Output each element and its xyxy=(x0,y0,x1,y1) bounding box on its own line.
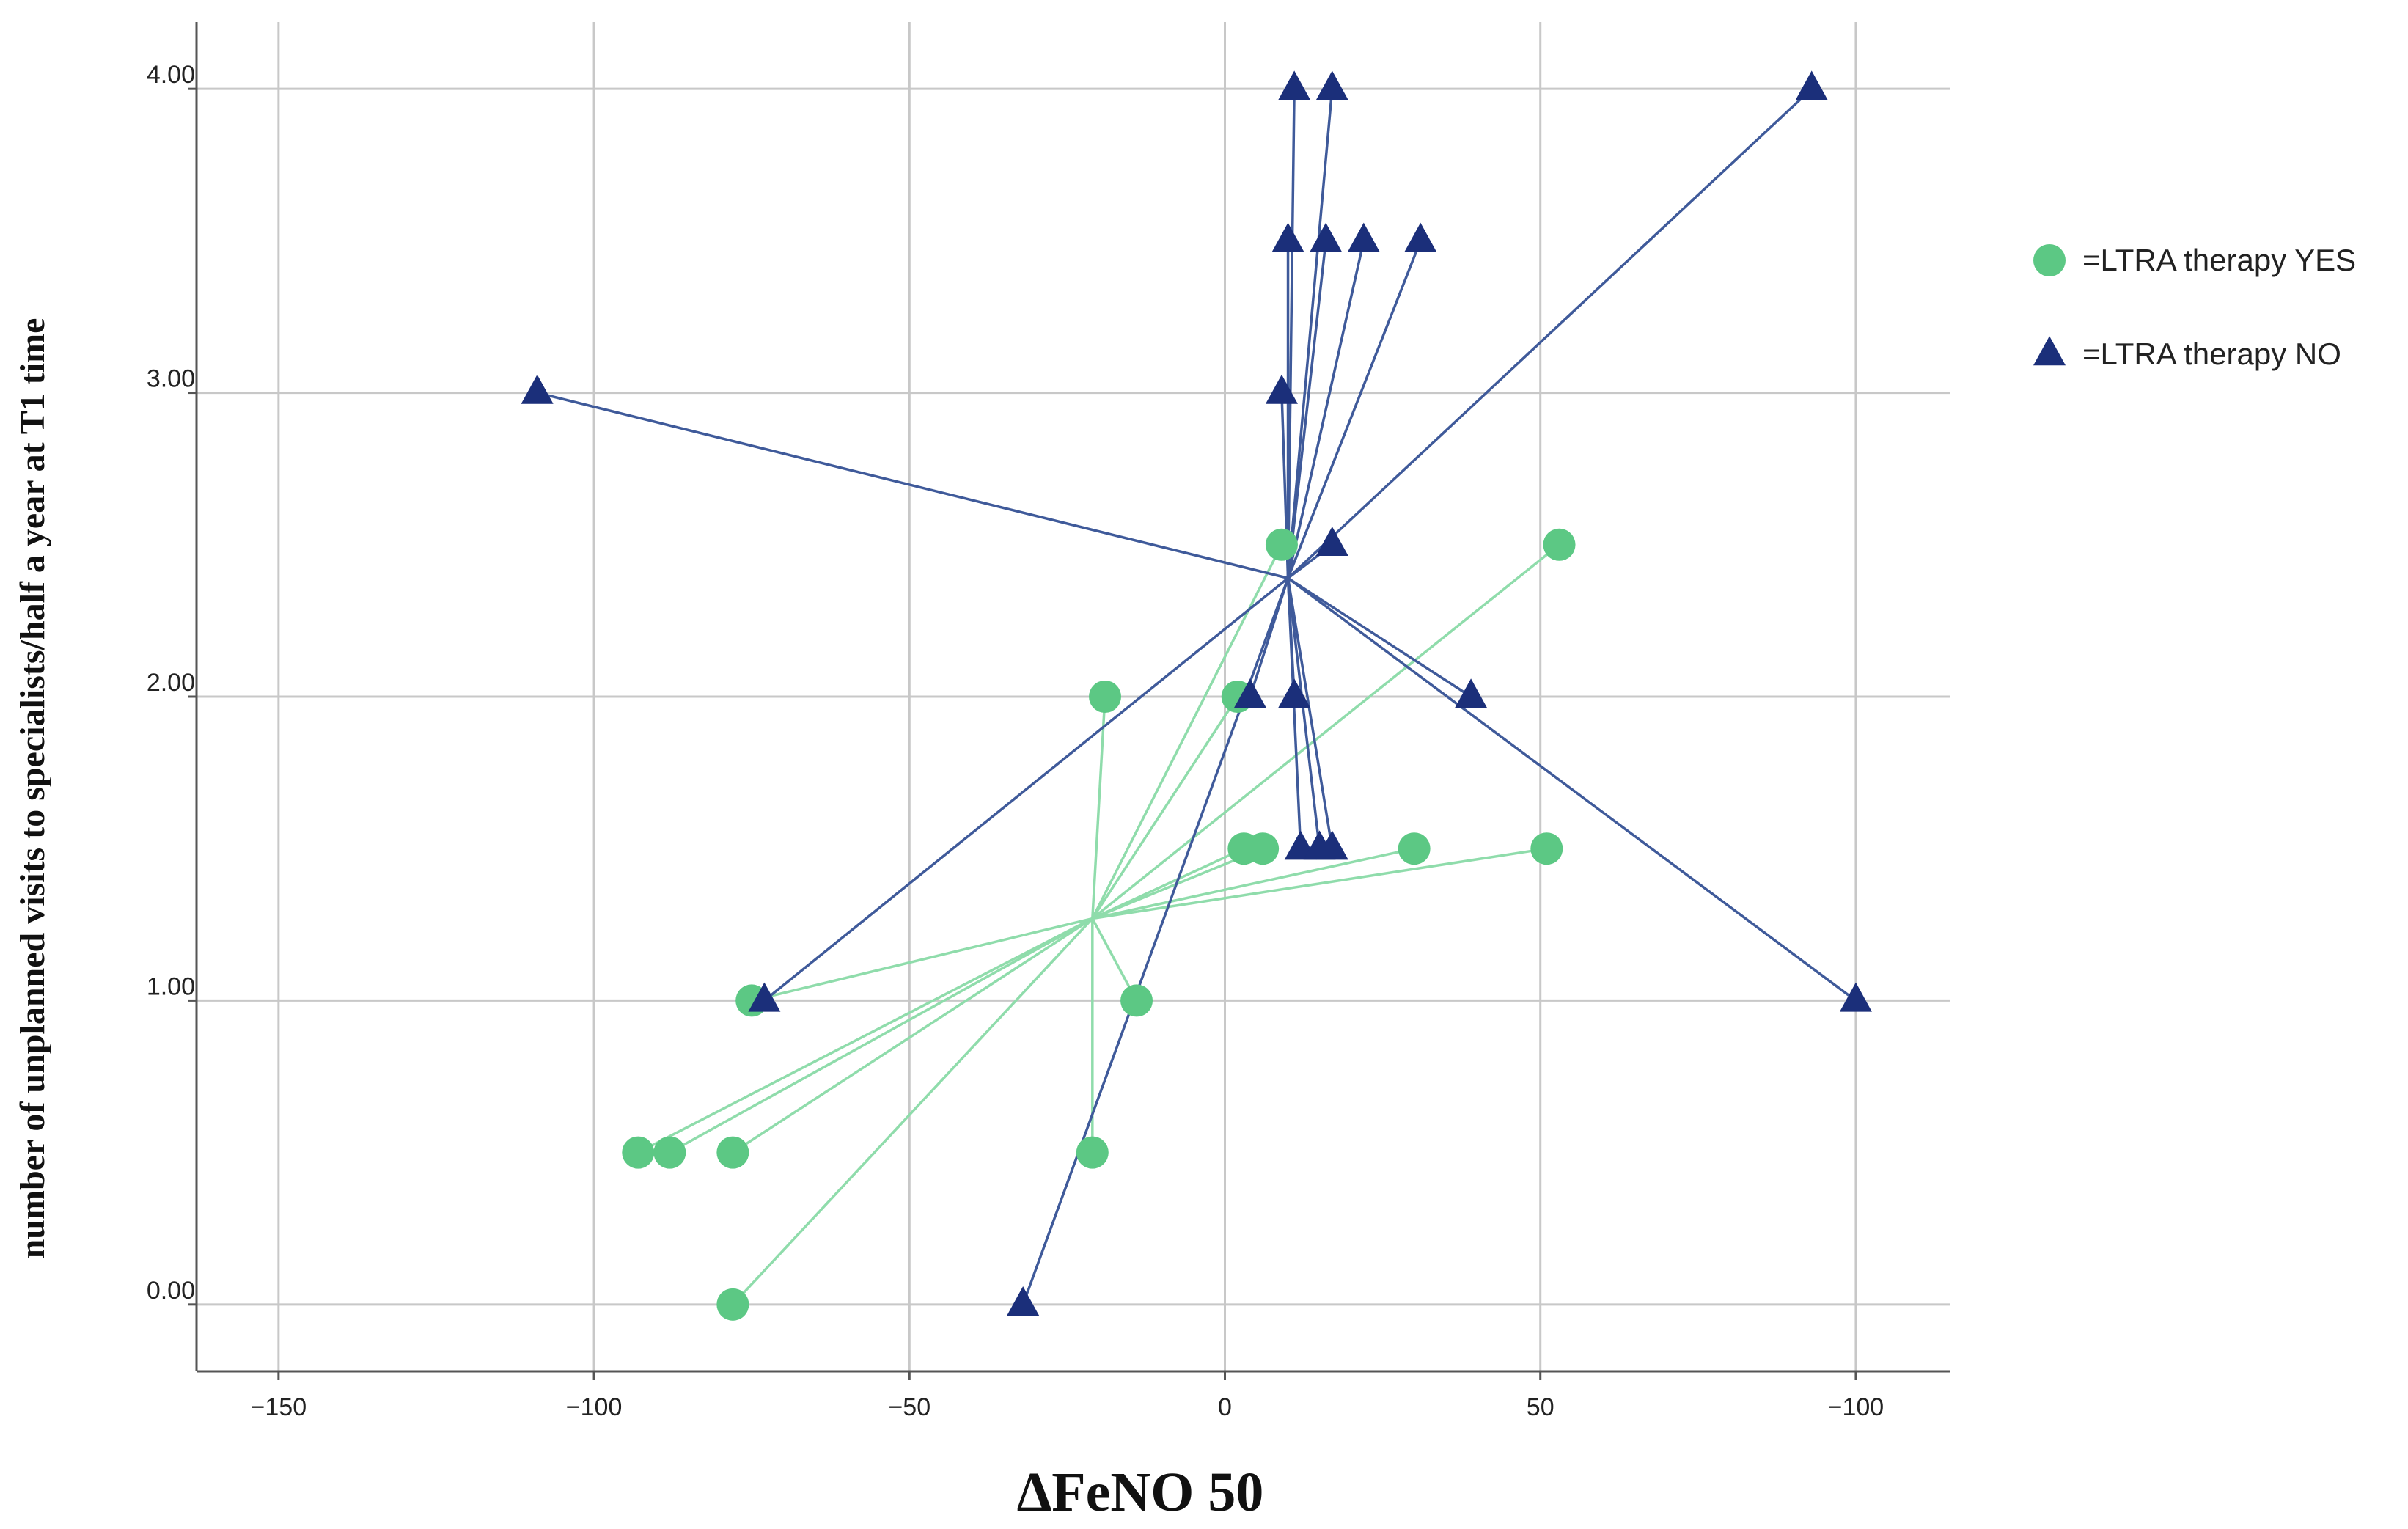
spoke-line xyxy=(1091,544,1283,920)
spoke-line xyxy=(1286,240,1365,579)
x-tick-label: −50 xyxy=(888,1393,930,1421)
point-ltra-no xyxy=(1278,678,1311,708)
y-tick-label: 2.00 xyxy=(147,669,195,697)
point-ltra-yes xyxy=(653,1136,686,1169)
grid xyxy=(197,22,1950,1371)
data-points xyxy=(521,70,1872,1321)
spoke-line xyxy=(637,917,1093,1154)
y-tick-label: 0.00 xyxy=(147,1277,195,1305)
spoke-line xyxy=(732,917,1093,1154)
point-ltra-yes xyxy=(716,1136,749,1169)
spoke-line xyxy=(1286,578,1334,849)
spoke-line xyxy=(763,577,1289,1002)
point-ltra-no xyxy=(748,982,781,1012)
spoke-line xyxy=(537,391,1288,580)
spoke-line xyxy=(1286,578,1302,849)
spoke-line xyxy=(1091,543,1560,920)
legend-label: =LTRA therapy YES xyxy=(2082,243,2356,277)
point-ltra-no xyxy=(521,374,554,404)
legend-label: =LTRA therapy NO xyxy=(2082,337,2341,371)
point-ltra-yes xyxy=(1120,984,1153,1017)
point-ltra-no xyxy=(1007,1286,1040,1316)
spoke-line xyxy=(1286,578,1321,849)
point-ltra-yes xyxy=(622,1136,655,1169)
x-axis-title: ΔFeNO 50 xyxy=(1017,1462,1264,1523)
point-ltra-yes xyxy=(1089,681,1122,713)
point-ltra-no xyxy=(1839,982,1872,1012)
axes xyxy=(188,22,1950,1380)
point-ltra-no xyxy=(1271,222,1304,252)
spoke-line xyxy=(669,917,1093,1154)
x-tick-label: −150 xyxy=(251,1393,307,1421)
point-ltra-no xyxy=(1347,222,1380,252)
spoke-line xyxy=(1287,87,1813,579)
point-ltra-yes xyxy=(1265,528,1298,561)
point-ltra-yes xyxy=(716,1288,749,1321)
x-tick-label: 0 xyxy=(1218,1393,1232,1421)
point-ltra-yes xyxy=(1543,528,1576,561)
legend: =LTRA therapy YES =LTRA therapy NO xyxy=(2033,243,2356,371)
tick-labels: −150 −100 −50 0 50 −100 0.00 1.00 2.00 3.00 4.00 xyxy=(147,61,1884,1421)
point-ltra-no xyxy=(1233,678,1266,708)
spoke-line xyxy=(751,917,1093,1002)
point-ltra-no xyxy=(1310,222,1343,252)
spoke-line xyxy=(1286,89,1334,579)
point-ltra-no xyxy=(1315,526,1348,556)
point-ltra-yes xyxy=(1398,832,1431,865)
y-tick-label: 4.00 xyxy=(147,61,195,89)
point-ltra-yes xyxy=(1076,1136,1109,1169)
point-ltra-no xyxy=(1455,678,1488,708)
spoke-line xyxy=(1286,241,1327,579)
spoke-line xyxy=(1287,576,1857,1002)
point-ltra-no xyxy=(1315,830,1348,860)
legend-marker-yes xyxy=(2033,244,2066,276)
y-tick-label: 1.00 xyxy=(147,972,195,1000)
spoke-line xyxy=(1091,696,1239,920)
point-ltra-no xyxy=(1278,70,1311,100)
point-ltra-no xyxy=(1795,70,1828,100)
point-ltra-no xyxy=(1404,222,1437,252)
x-tick-label: −100 xyxy=(566,1393,623,1421)
spoke-line xyxy=(732,917,1094,1306)
spoke-line xyxy=(1091,696,1106,919)
spokes xyxy=(537,87,1857,1306)
spoke-line xyxy=(1092,847,1415,920)
x-tick-label: 50 xyxy=(1527,1393,1554,1421)
point-ltra-no xyxy=(1265,374,1298,404)
y-axis-title: number of unplanned visits to specialist… xyxy=(13,318,52,1259)
spoke-line xyxy=(1286,240,1422,579)
point-ltra-yes xyxy=(1530,832,1563,865)
point-ltra-yes xyxy=(1247,832,1280,865)
spoke-line xyxy=(1287,576,1472,698)
legend-marker-no xyxy=(2033,336,2066,366)
y-tick-label: 3.00 xyxy=(147,365,195,393)
x-tick-label: −100 xyxy=(1828,1393,1884,1421)
point-ltra-no xyxy=(1315,70,1348,100)
